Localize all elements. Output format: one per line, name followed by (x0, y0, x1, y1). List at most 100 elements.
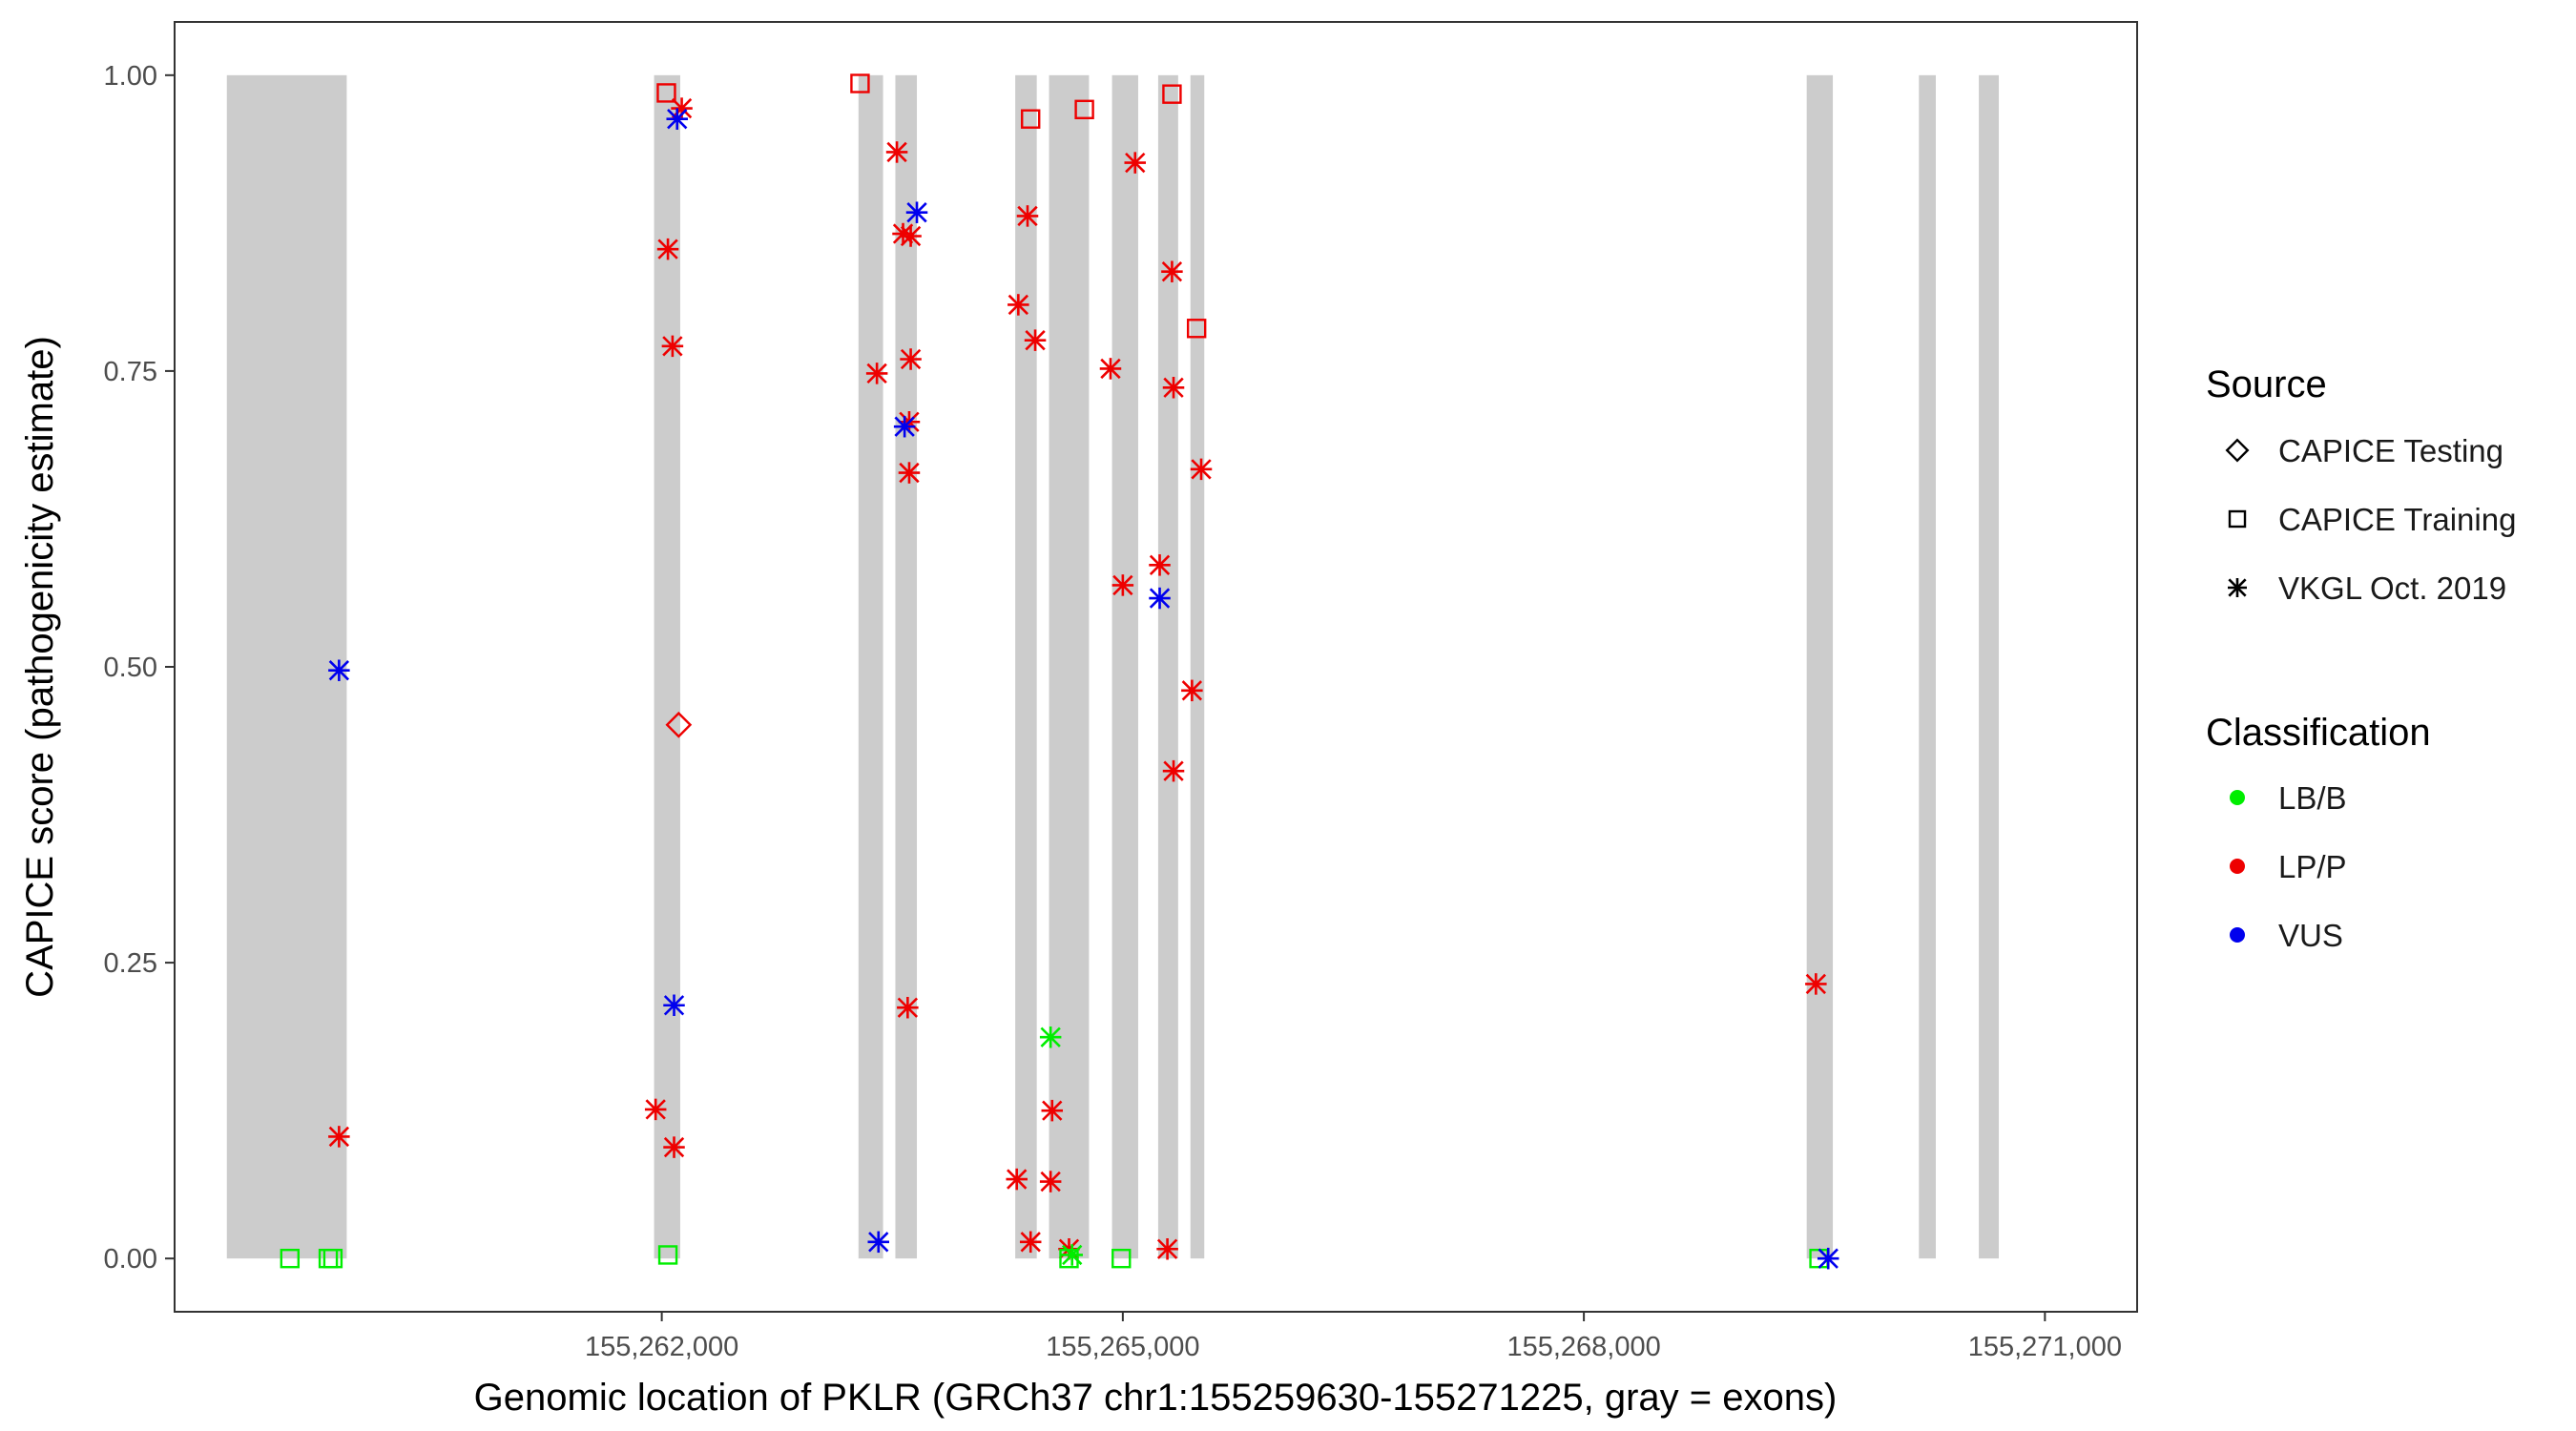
points-layer (280, 73, 1839, 1270)
data-point-34 (1041, 1099, 1064, 1122)
plot-panel-border (174, 21, 2138, 1313)
data-point-19 (892, 222, 914, 245)
data-point-1 (280, 1248, 301, 1269)
data-point-11 (665, 711, 693, 738)
x-tick-label-3: 155,268,000 (1506, 1332, 1660, 1362)
exon-band-10 (1806, 74, 1834, 1259)
data-point-18 (905, 201, 928, 223)
data-point-48 (1149, 554, 1171, 576)
legend-classification-title: Classification (2206, 712, 2431, 754)
y-tick-label-2: 0.25 (104, 948, 157, 979)
legend-class-item-3: VUS (2230, 918, 2343, 953)
data-point-35 (1006, 1168, 1028, 1191)
x-axis-title: Genomic location of PKLR (GRCh37 chr1:15… (474, 1377, 1838, 1419)
data-point-46 (1161, 260, 1183, 282)
y-tick-label-3: 0.50 (104, 653, 157, 683)
data-point-26 (897, 996, 919, 1019)
x-tick-label-4: 155,271,000 (1968, 1332, 2122, 1362)
y-tick-label-5: 1.00 (104, 61, 157, 92)
exons-layer (226, 74, 2000, 1259)
data-point-52 (1186, 319, 1207, 339)
legend-class-label-2: LP/P (2278, 849, 2347, 884)
legend-class-key-2 (2230, 859, 2245, 874)
legend-source-item-2: CAPICE Training (2228, 502, 2516, 537)
legend-source-key-2 (2228, 509, 2247, 529)
data-point-7 (671, 97, 693, 119)
legend-class-label-3: VUS (2278, 918, 2343, 953)
data-point-13 (644, 1098, 667, 1121)
data-point-16 (850, 73, 870, 93)
data-point-45 (1162, 84, 1182, 104)
data-point-30 (1016, 205, 1039, 227)
x-tick-label-2: 155,265,000 (1046, 1332, 1199, 1362)
legend-source-key-1 (2225, 438, 2250, 463)
legend: Source CAPICE Testing CAPICE Training VKGL… (2206, 363, 2516, 953)
data-point-20 (900, 225, 922, 247)
x-tick-label-1: 155,262,000 (585, 1332, 738, 1362)
data-point-21 (900, 348, 922, 370)
data-point-53 (1190, 458, 1213, 481)
y-tick-label-4: 0.75 (104, 357, 157, 387)
data-point-3 (322, 1248, 343, 1269)
data-point-50 (1162, 759, 1185, 782)
exon-band-8 (1157, 74, 1178, 1259)
y-axis-title: CAPICE score (pathogenicity estimate) (19, 336, 61, 998)
legend-class-key-1 (2230, 790, 2245, 805)
data-point-55 (1805, 973, 1827, 995)
x-axis: 155,262,000 155,265,000 155,268,000 155,271… (585, 1312, 2122, 1362)
data-point-17 (885, 141, 908, 163)
data-point-12 (663, 994, 685, 1016)
data-point-57 (1817, 1247, 1839, 1270)
data-point-42 (1099, 358, 1122, 380)
exon-band-4 (895, 74, 918, 1259)
legend-classification-entries: LB/B LP/P VUS (2230, 780, 2347, 953)
exon-band-5 (1015, 74, 1037, 1259)
data-point-32 (1024, 329, 1047, 351)
exon-band-3 (858, 74, 883, 1259)
data-point-24 (893, 415, 916, 438)
exon-band-9 (1190, 74, 1205, 1259)
data-point-22 (865, 363, 888, 384)
data-point-41 (1124, 152, 1147, 174)
exon-band-1 (226, 74, 347, 1259)
data-point-37 (1019, 1231, 1042, 1254)
data-point-10 (661, 335, 684, 358)
legend-class-label-1: LB/B (2278, 780, 2347, 816)
data-point-54 (1181, 679, 1203, 702)
data-point-28 (1021, 109, 1041, 129)
legend-source-entries: CAPICE Testing CAPICE Training VKGL Oct. 2… (2225, 433, 2516, 606)
data-point-51 (1156, 1238, 1178, 1260)
data-point-40 (1061, 1244, 1083, 1266)
legend-source-label-3: VKGL Oct. 2019 (2278, 570, 2506, 606)
data-point-8 (666, 108, 688, 130)
data-point-14 (663, 1136, 685, 1158)
data-point-6 (656, 83, 676, 103)
data-point-44 (1111, 1248, 1132, 1269)
data-point-27 (867, 1231, 889, 1254)
data-point-31 (1008, 294, 1029, 316)
data-point-36 (1039, 1171, 1062, 1192)
legend-source-label-1: CAPICE Testing (2278, 433, 2503, 468)
legend-source-title: Source (2206, 363, 2327, 405)
exon-band-12 (1979, 74, 2000, 1259)
legend-source-item-1: CAPICE Testing (2225, 433, 2503, 468)
exon-band-2 (654, 74, 680, 1259)
y-axis: 0.00 0.25 0.50 0.75 1.00 (104, 61, 175, 1275)
data-point-4 (328, 659, 350, 681)
exon-band-11 (1919, 74, 1936, 1259)
y-tick-label-1: 0.00 (104, 1244, 157, 1275)
legend-class-key-3 (2230, 927, 2245, 943)
legend-class-item-1: LB/B (2230, 780, 2347, 816)
data-point-33 (1039, 1026, 1062, 1048)
legend-source-item-3: VKGL Oct. 2019 (2228, 570, 2506, 606)
data-point-43 (1111, 574, 1134, 596)
exon-band-7 (1111, 74, 1138, 1259)
data-point-5 (328, 1126, 350, 1148)
data-point-29 (1074, 99, 1094, 119)
legend-source-label-2: CAPICE Training (2278, 502, 2516, 537)
data-point-25 (898, 462, 921, 484)
data-point-49 (1149, 587, 1171, 610)
data-point-9 (656, 238, 679, 260)
